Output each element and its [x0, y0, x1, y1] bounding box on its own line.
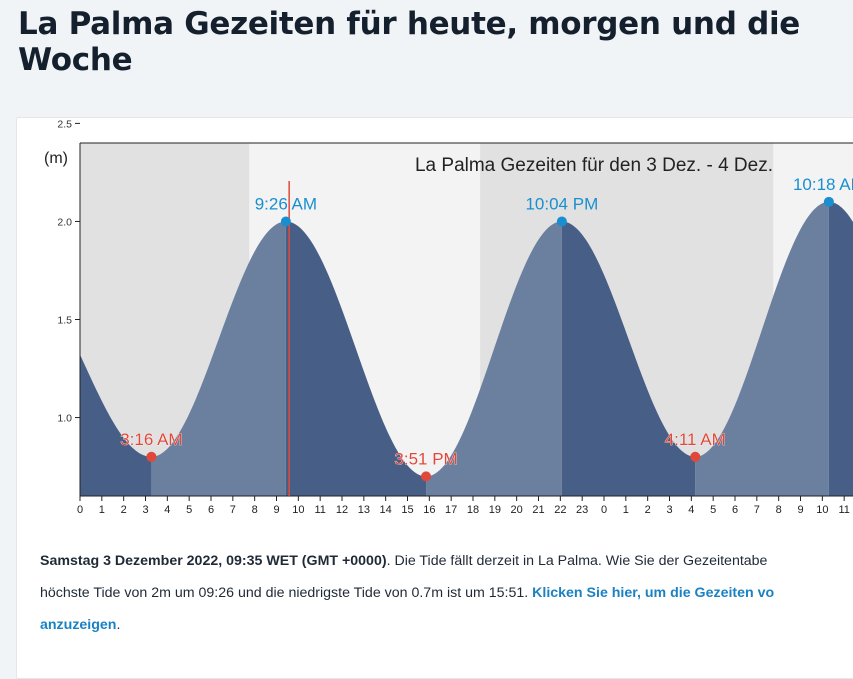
rising-tide-segment [151, 221, 286, 496]
page-title: La Palma Gezeiten für heute, morgen und … [18, 6, 801, 78]
y-tick-label: 1.5 [57, 315, 72, 327]
x-tick-label: 9 [273, 504, 279, 516]
falling-tide-segment [561, 221, 696, 496]
tide-area [80, 201, 853, 496]
x-tick-label: 5 [710, 504, 716, 516]
summary-text-2: höchste Tide von 2m um 09:26 und die nie… [40, 585, 533, 601]
x-tick-label: 8 [252, 504, 258, 516]
low-tide-label: 3:16 AM [120, 430, 182, 449]
x-tick-label: 16 [423, 504, 435, 516]
x-tick-label: 22 [554, 504, 566, 516]
x-tick-label: 23 [576, 504, 588, 516]
x-tick-label: 0 [77, 504, 83, 516]
y-axis-label: (m) [44, 150, 68, 167]
x-tick-label: 13 [358, 504, 370, 516]
rising-tide-segment [426, 221, 562, 496]
y-tick-label: 2.5 [57, 118, 72, 130]
low-tide-label: 4:11 AM [665, 430, 726, 449]
low-tide-point [421, 471, 432, 482]
x-tick-label: 20 [511, 504, 523, 516]
summary-text-1: . Die Tide fällt derzeit in La Palma. Wi… [386, 553, 768, 569]
y-tick-label: 1.0 [57, 413, 72, 425]
high-tide-label: 10:18 AM [793, 175, 853, 194]
x-tick-label: 4 [164, 504, 170, 516]
x-tick-label: 7 [230, 504, 236, 516]
falling-tide-segment [80, 354, 152, 496]
low-tide-label: 3:51 PM [394, 449, 457, 468]
x-tick-label: 17 [445, 504, 457, 516]
high-tide-point [280, 216, 291, 227]
x-tick-label: 15 [401, 504, 413, 516]
x-tick-label: 2 [645, 504, 651, 516]
summary-line-3: anzuzeigen. [40, 609, 853, 641]
tide-summary: Samstag 3 Dezember 2022, 09:35 WET (GMT … [40, 545, 853, 641]
x-tick-label: 1 [99, 504, 105, 516]
tides-link[interactable]: Klicken Sie hier, um die Gezeiten vo [532, 585, 775, 601]
x-tick-label: 14 [380, 504, 392, 516]
x-tick-label: 19 [489, 504, 501, 516]
summary-period: . [116, 617, 121, 633]
x-tick-label: 9 [797, 504, 803, 516]
high-tide-point [556, 216, 567, 227]
y-tick-label: 2.0 [57, 216, 72, 228]
x-tick-label: 6 [208, 504, 214, 516]
x-tick-label: 0 [601, 504, 607, 516]
x-tick-label: 4 [688, 504, 694, 516]
summary-line-2: höchste Tide von 2m um 09:26 und die nie… [40, 577, 853, 609]
rising-tide-segment [695, 201, 829, 496]
x-tick-label: 10 [816, 504, 828, 516]
summary-date: Samstag 3 Dezember 2022, 09:35 WET (GMT … [40, 553, 387, 569]
high-tide-label: 9:26 AM [255, 194, 317, 213]
falling-tide-segment [285, 221, 427, 496]
falling-tide-segment [828, 201, 853, 496]
summary-line-1: Samstag 3 Dezember 2022, 09:35 WET (GMT … [40, 545, 853, 577]
x-tick-label: 1 [623, 504, 629, 516]
tides-link-continued[interactable]: anzuzeigen [40, 617, 117, 633]
high-tide-point [823, 196, 834, 207]
tide-chart: 1.0 1.5 2.0 2.5 0 1 2 3 4 5 6 7 8 9 10 11 12 13 14 15 16 17 18… [16, 117, 853, 527]
tide-markers: 3:16 AM 9:26 AM 3:51 PM 10:04 PM 4:11 AM 10:1… [120, 175, 853, 496]
x-tick-label: 18 [467, 504, 479, 516]
x-tick-label: 5 [186, 504, 192, 516]
x-tick-label: 12 [336, 504, 348, 516]
tide-chart-svg: 1.01.52.02.50 1 2 3 4 5 6 7 8 9 10 11 12 13 14 15 16 17 18… [44, 118, 853, 516]
x-tick-label: 21 [532, 504, 544, 516]
chart-axes: 1.01.52.02.50 1 2 3 4 5 6 7 8 9 10 11 12 13 14 15 16 17 18… [57, 118, 853, 516]
low-tide-point [146, 451, 157, 462]
x-tick-label: 3 [666, 504, 672, 516]
x-tick-label: 3 [142, 504, 148, 516]
x-tick-label: 6 [732, 504, 738, 516]
x-tick-label: 11 [314, 504, 325, 516]
x-tick-label: 8 [776, 504, 782, 516]
x-tick-label: 10 [292, 504, 304, 516]
x-tick-label: 2 [121, 504, 127, 516]
high-tide-label: 10:04 PM [525, 194, 598, 213]
low-tide-point [690, 451, 701, 462]
chart-title: La Palma Gezeiten für den 3 Dez. - 4 Dez… [415, 155, 773, 176]
x-tick-label: 7 [754, 504, 760, 516]
x-tick-label: 11 [838, 504, 849, 516]
